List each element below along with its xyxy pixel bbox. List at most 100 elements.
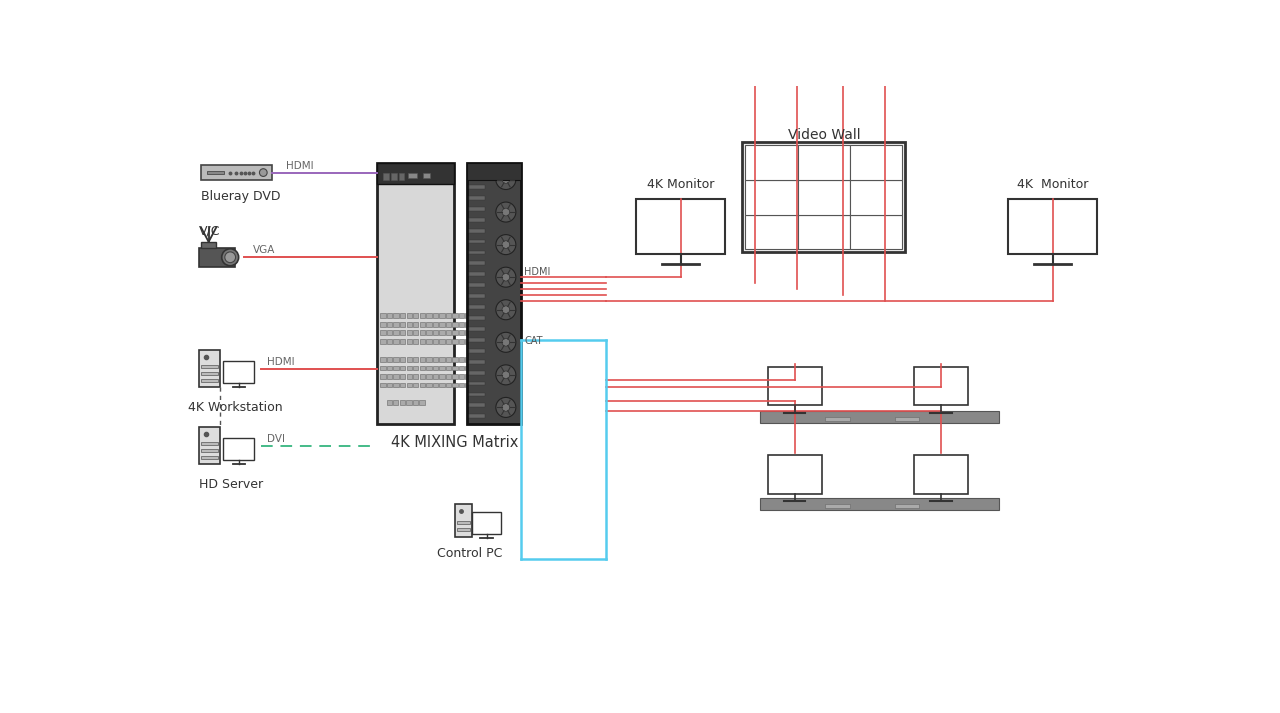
Bar [424, 173, 430, 178]
Bar [407, 383, 412, 387]
Bar [460, 357, 465, 362]
Bar [407, 374, 412, 379]
Text: HDMI: HDMI [285, 160, 314, 170]
Circle shape [495, 397, 516, 417]
Bar [384, 173, 389, 180]
Bar [826, 503, 850, 508]
Bar [760, 411, 998, 423]
Bar [745, 215, 797, 249]
Bar [201, 165, 271, 180]
Bar [460, 314, 465, 318]
Bar [380, 374, 385, 379]
Text: DVI: DVI [268, 434, 285, 444]
Bar [198, 427, 220, 464]
Bar [745, 180, 797, 215]
Bar [407, 366, 412, 371]
Bar [399, 401, 404, 405]
Circle shape [260, 169, 268, 176]
Bar [433, 314, 438, 318]
Bar [407, 322, 412, 327]
Text: VGA: VGA [253, 245, 275, 255]
Bar [399, 374, 406, 379]
Bar [393, 314, 399, 318]
Bar [399, 357, 406, 362]
Bar [797, 180, 850, 215]
Bar [387, 383, 392, 387]
Bar [468, 185, 485, 189]
Circle shape [495, 202, 516, 222]
Bar [407, 357, 412, 362]
Circle shape [495, 332, 516, 352]
Bar [760, 498, 998, 510]
Bar [426, 374, 431, 379]
Bar [468, 371, 485, 374]
Bar [460, 383, 465, 387]
Bar [466, 383, 471, 387]
Bar [387, 322, 392, 327]
Circle shape [495, 365, 516, 385]
Bar [468, 381, 485, 386]
Text: Blueray DVD: Blueray DVD [201, 190, 280, 202]
Bar [393, 383, 399, 387]
Bar [768, 366, 822, 405]
Bar [466, 366, 471, 371]
Bar [445, 339, 451, 344]
Bar [895, 503, 919, 508]
Bar [201, 372, 218, 375]
Circle shape [495, 267, 516, 287]
Bar [445, 330, 451, 335]
Circle shape [495, 170, 516, 190]
Bar [201, 365, 218, 368]
Bar [201, 456, 218, 459]
Bar [460, 322, 465, 327]
Bar [466, 374, 471, 379]
Bar [223, 361, 253, 383]
Bar [393, 322, 399, 327]
Bar [433, 339, 438, 344]
Text: 4K  Monitor: 4K Monitor [1016, 178, 1088, 191]
Bar [1009, 199, 1097, 255]
Text: 4K Workstation: 4K Workstation [188, 401, 283, 414]
Bar [426, 314, 431, 318]
Bar [457, 528, 470, 530]
Bar [468, 272, 485, 276]
Bar [433, 366, 438, 371]
Bar [399, 322, 406, 327]
Bar [201, 449, 218, 452]
Bar [420, 374, 425, 379]
Bar [460, 339, 465, 344]
Bar [387, 330, 392, 335]
Bar [742, 142, 905, 252]
Text: CAT: CAT [525, 336, 543, 346]
Text: V/C: V/C [200, 224, 221, 237]
Bar [207, 171, 224, 174]
Bar [393, 330, 399, 335]
Bar [393, 374, 399, 379]
Circle shape [495, 235, 516, 255]
Bar [466, 314, 471, 318]
Bar [445, 366, 451, 371]
Text: HDMI: HDMI [525, 267, 550, 277]
Bar [439, 383, 444, 387]
Bar [468, 338, 485, 342]
Bar [420, 339, 425, 344]
Circle shape [225, 252, 236, 262]
Bar [413, 314, 419, 318]
Bar [445, 357, 451, 362]
Bar [408, 173, 417, 178]
Bar [407, 339, 412, 344]
Bar [826, 416, 850, 421]
Bar [468, 196, 485, 200]
Bar [452, 366, 458, 371]
Bar [387, 357, 392, 362]
Bar [223, 438, 253, 460]
Bar [433, 383, 438, 387]
Bar [439, 374, 444, 379]
Bar [413, 330, 419, 335]
Bar [393, 339, 399, 344]
Bar [468, 316, 485, 320]
Bar [468, 414, 485, 419]
Bar [468, 207, 485, 211]
Bar [393, 366, 399, 371]
Bar [380, 357, 385, 362]
